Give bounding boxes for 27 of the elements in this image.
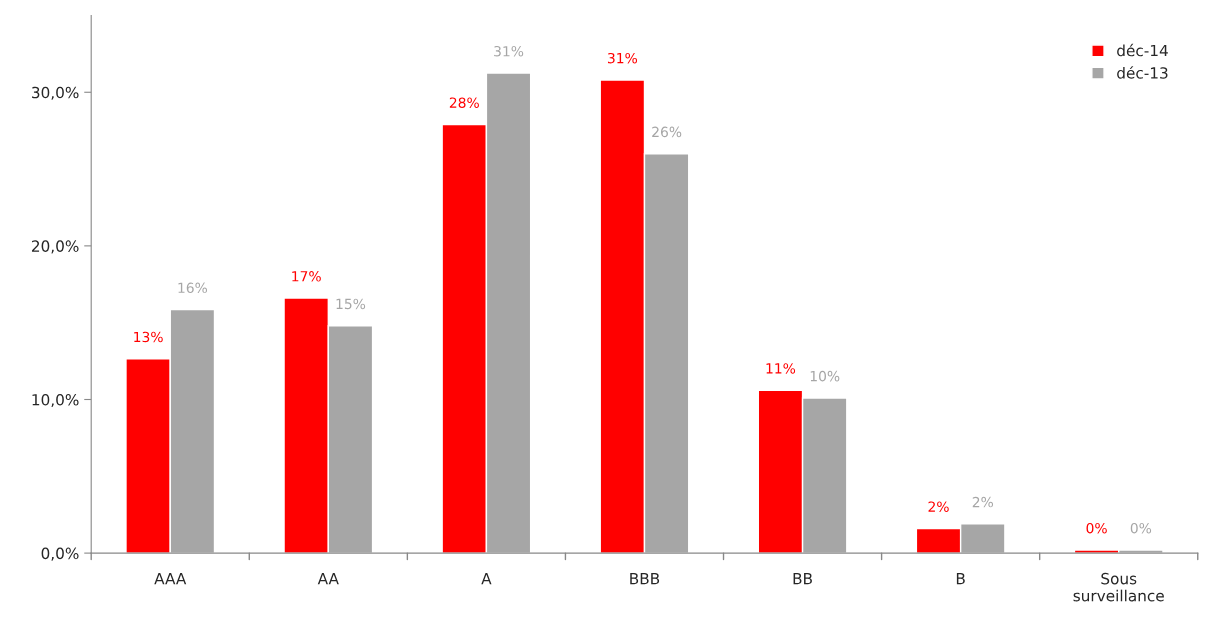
data-label: 2% (972, 496, 994, 508)
data-label: 2% (928, 501, 949, 512)
data-label: 10% (810, 370, 840, 382)
x-tick-label: BBB (630, 573, 660, 585)
x-tick-label: Sous surveillance (1073, 572, 1164, 602)
y-tick-label: 10,0% (32, 393, 79, 408)
x-tick-label: A (481, 573, 492, 585)
data-label: 15% (336, 298, 366, 310)
data-label: 31% (607, 52, 638, 64)
data-label: 17% (292, 271, 321, 282)
data-label: 31% (494, 45, 524, 57)
data-label: 0% (1130, 522, 1152, 534)
x-tick-label: AA (317, 573, 339, 585)
data-label: 11% (766, 363, 796, 374)
x-tick-label: B (956, 573, 965, 585)
legend-label: déc-13 (1117, 66, 1168, 79)
y-tick-label: 30,0% (32, 86, 79, 100)
y-tick-label: 20,0% (31, 240, 79, 254)
legend-label: déc-14 (1117, 43, 1168, 57)
data-label: 0% (1086, 522, 1107, 534)
x-tick-label: BB (793, 573, 812, 585)
data-label: 16% (178, 282, 208, 294)
data-label: 13% (134, 331, 163, 343)
y-tick-label: 0,0% (41, 547, 79, 561)
data-label: 26% (652, 126, 682, 138)
data-label: 28% (449, 97, 479, 108)
x-tick-label: AAA (154, 573, 187, 585)
